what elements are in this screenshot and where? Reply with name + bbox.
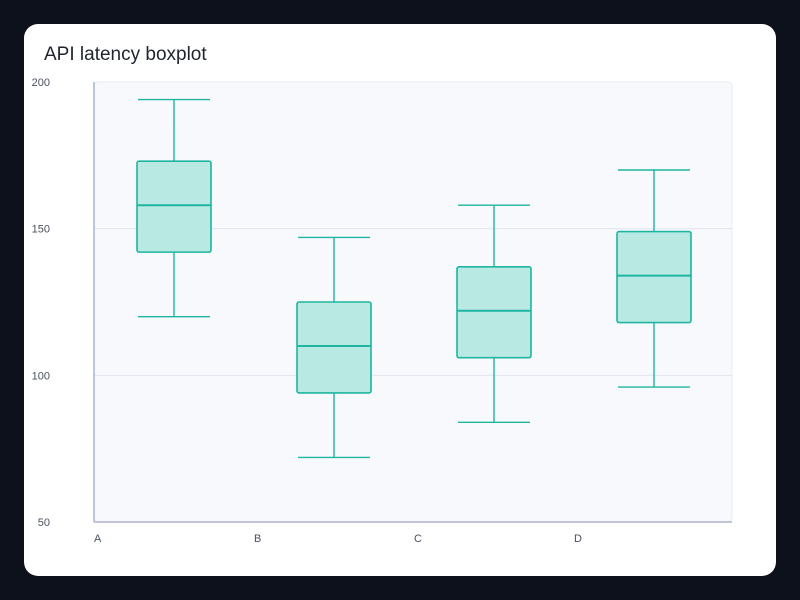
- y-tick-label-200: 200: [32, 77, 50, 89]
- y-tick-label-150: 150: [32, 224, 50, 236]
- y-tick-label-50: 50: [38, 517, 50, 529]
- box-b: [296, 301, 372, 394]
- box-d: [616, 230, 692, 324]
- y-tick-label-100: 100: [32, 370, 50, 382]
- box-a: [136, 160, 212, 253]
- boxplot-chart: 50 100 150 200 A B C D: [32, 77, 733, 545]
- x-tick-label-B: B: [254, 533, 261, 545]
- chart-title: API latency boxplot: [44, 44, 207, 65]
- box-c: [456, 266, 532, 359]
- x-tick-label-A: A: [94, 533, 102, 545]
- chart-card: API latency boxplot 50 100 150 200 A B C D: [24, 24, 776, 576]
- x-tick-label-C: C: [414, 533, 422, 545]
- x-tick-label-D: D: [574, 533, 582, 545]
